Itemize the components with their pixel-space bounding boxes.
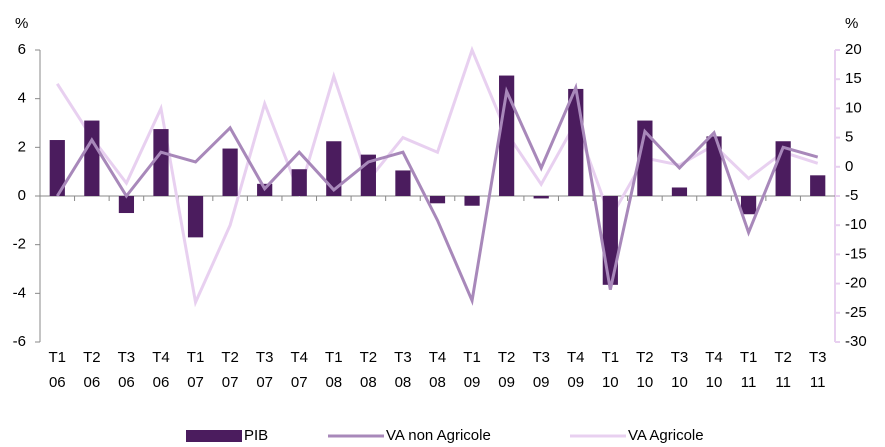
x-tick-label: 06	[118, 374, 135, 391]
x-tick-label: T3	[256, 349, 274, 366]
legend-label: VA Agricole	[628, 427, 704, 444]
y-tick-label: 2	[18, 138, 26, 155]
x-tick-label: 09	[498, 374, 515, 391]
bar	[222, 148, 238, 196]
y2-tick-label: 15	[845, 70, 862, 87]
bar	[291, 169, 307, 196]
x-tick-label: T3	[532, 349, 550, 366]
y2-tick-label: -15	[845, 245, 867, 262]
y2-tick-label: 0	[845, 158, 853, 175]
y2-tick-label: -10	[845, 216, 867, 233]
y2-tick-label: 20	[845, 41, 862, 58]
bar	[740, 196, 757, 215]
x-tick-label: 10	[706, 374, 723, 391]
y2-axis-label: %	[845, 15, 858, 32]
bar	[568, 88, 584, 196]
x-tick-label: 10	[637, 374, 654, 391]
legend-label: VA non Agricole	[386, 427, 491, 444]
x-tick-label: T1	[325, 349, 343, 366]
line	[56, 45, 819, 308]
x-tick-label: 07	[256, 374, 273, 391]
x-tick-label: T1	[740, 349, 758, 366]
x-tick-label: T2	[774, 349, 792, 366]
y-tick-label: -6	[13, 333, 26, 350]
x-tick-label: 07	[187, 374, 204, 391]
y2-tick-label: 5	[845, 129, 853, 146]
x-tick-label: 08	[360, 374, 377, 391]
line	[56, 82, 819, 306]
legend-label: PIB	[244, 427, 268, 444]
x-tick-label: T1	[187, 349, 205, 366]
x-tick-label: 11	[810, 374, 826, 391]
x-tick-label: T4	[290, 349, 308, 366]
x-tick-label: 08	[325, 374, 342, 391]
x-tick-label: 11	[741, 374, 757, 391]
y-tick-label: 6	[18, 41, 26, 58]
y-tick-label: -4	[13, 284, 26, 301]
bar	[706, 136, 722, 196]
bar	[153, 129, 169, 196]
x-tick-label: T1	[463, 349, 481, 366]
bar	[326, 141, 342, 196]
x-tick-label: 07	[222, 374, 239, 391]
y-tick-label: 0	[18, 187, 26, 204]
x-tick-label: T1	[49, 349, 67, 366]
x-tick-label: 07	[291, 374, 308, 391]
y2-tick-label: -20	[845, 275, 867, 292]
bar	[429, 196, 446, 204]
x-tick-label: T3	[809, 349, 827, 366]
bar	[637, 120, 653, 196]
bar	[810, 175, 826, 196]
bar	[464, 196, 480, 206]
y-tick-label: -2	[13, 236, 26, 253]
x-tick-label: T2	[221, 349, 239, 366]
x-tick-label: T4	[705, 349, 723, 366]
x-tick-label: 10	[602, 374, 619, 391]
y2-tick-label: -5	[845, 187, 858, 204]
y-axis-label: %	[15, 15, 28, 32]
bar	[395, 170, 411, 196]
legend-swatch	[186, 430, 242, 442]
bar	[84, 120, 100, 196]
x-tick-label: 06	[84, 374, 101, 391]
x-tick-label: T3	[394, 349, 412, 366]
x-tick-label: 09	[567, 374, 584, 391]
y2-tick-label: -30	[845, 333, 867, 350]
x-tick-label: T2	[636, 349, 654, 366]
x-tick-label: 10	[671, 374, 688, 391]
bar	[118, 196, 135, 214]
x-tick-label: 06	[49, 374, 66, 391]
x-tick-label: T4	[567, 349, 585, 366]
x-tick-label: T2	[498, 349, 516, 366]
x-tick-label: 11	[775, 374, 791, 391]
x-tick-label: T2	[83, 349, 101, 366]
x-tick-label: 09	[533, 374, 550, 391]
x-tick-label: 09	[464, 374, 481, 391]
bar	[187, 196, 204, 238]
x-tick-label: T3	[118, 349, 136, 366]
x-tick-label: T2	[360, 349, 378, 366]
x-tick-label: 06	[153, 374, 170, 391]
x-tick-label: T4	[429, 349, 447, 366]
x-tick-label: 08	[395, 374, 412, 391]
x-tick-label: 08	[429, 374, 446, 391]
x-tick-label: T1	[602, 349, 620, 366]
y2-tick-label: 10	[845, 99, 862, 116]
bar	[49, 140, 65, 196]
x-tick-label: T3	[671, 349, 689, 366]
bar	[533, 196, 549, 199]
y2-tick-label: -25	[845, 304, 867, 321]
x-tick-label: T4	[152, 349, 170, 366]
y-tick-label: 4	[18, 90, 26, 107]
bar	[671, 187, 688, 196]
